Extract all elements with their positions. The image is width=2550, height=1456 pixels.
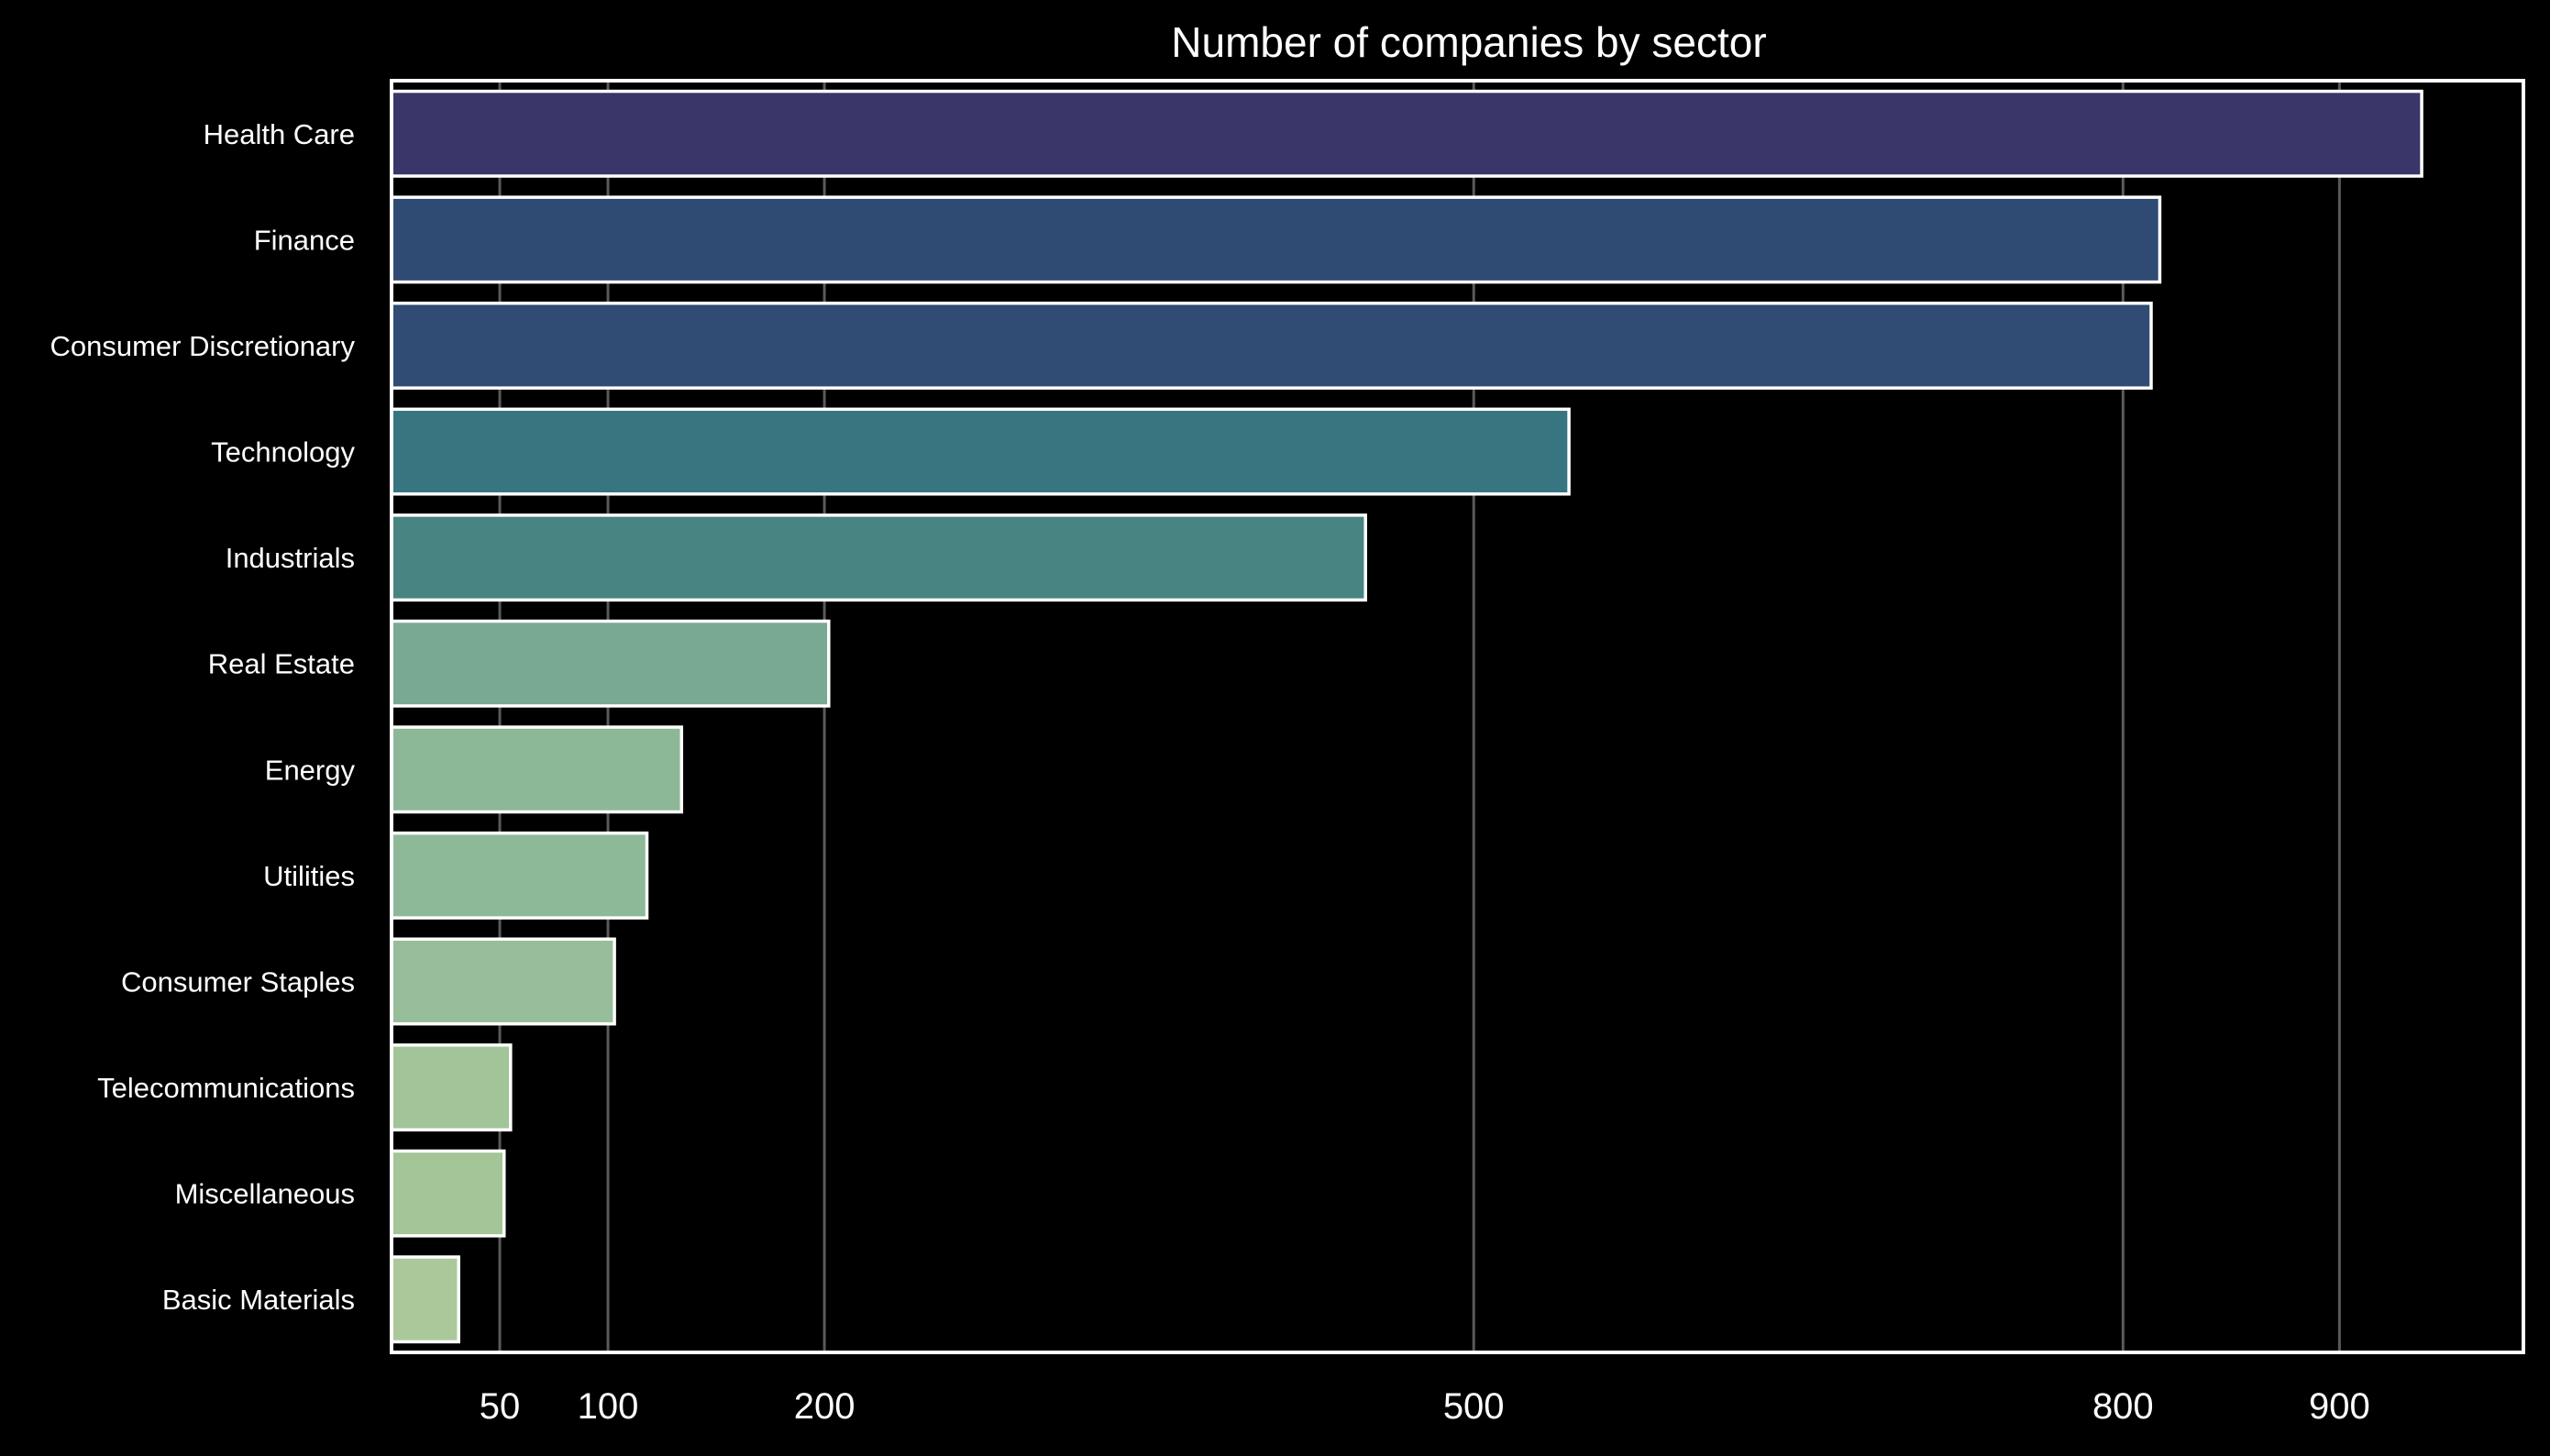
x-tick-label: 100 <box>578 1386 639 1427</box>
bar <box>390 513 1367 602</box>
x-tick-label: 50 <box>480 1386 521 1427</box>
category-labels: Health Care Finance Consumer Discretionary… <box>50 118 356 1316</box>
plot-frame <box>390 79 2525 1354</box>
bar <box>390 1149 506 1238</box>
category-label: Health Care <box>204 118 355 150</box>
category-label: Consumer Discretionary <box>50 330 356 362</box>
bar <box>390 831 649 920</box>
category-label: Basic Materials <box>162 1284 355 1316</box>
chart-title: Number of companies by sector <box>1171 18 1766 66</box>
category-label: Industrials <box>226 542 355 574</box>
category-label: Telecommunications <box>97 1072 355 1104</box>
category-label: Finance <box>254 224 355 256</box>
bar <box>390 619 831 708</box>
bar <box>390 195 2162 284</box>
category-label: Utilities <box>263 860 355 892</box>
bar <box>390 89 2423 178</box>
category-label: Energy <box>265 754 356 786</box>
bars <box>390 89 2423 1344</box>
x-tick-labels: 50 100 200 500 800 900 <box>480 1386 2370 1427</box>
x-tick-label: 900 <box>2309 1386 2370 1427</box>
category-label: Technology <box>211 436 355 469</box>
bar <box>390 1043 513 1132</box>
bar <box>390 1255 460 1344</box>
bar <box>390 725 684 814</box>
category-label: Real Estate <box>208 648 355 680</box>
x-tick-label: 800 <box>2092 1386 2154 1427</box>
category-label: Miscellaneous <box>175 1178 355 1210</box>
bar <box>390 937 616 1026</box>
x-gridlines <box>498 81 2341 1352</box>
x-tick-label: 500 <box>1443 1386 1505 1427</box>
bar <box>390 301 2153 390</box>
bar <box>390 407 1571 496</box>
x-tick-label: 200 <box>794 1386 856 1427</box>
category-label: Consumer Staples <box>121 965 355 998</box>
